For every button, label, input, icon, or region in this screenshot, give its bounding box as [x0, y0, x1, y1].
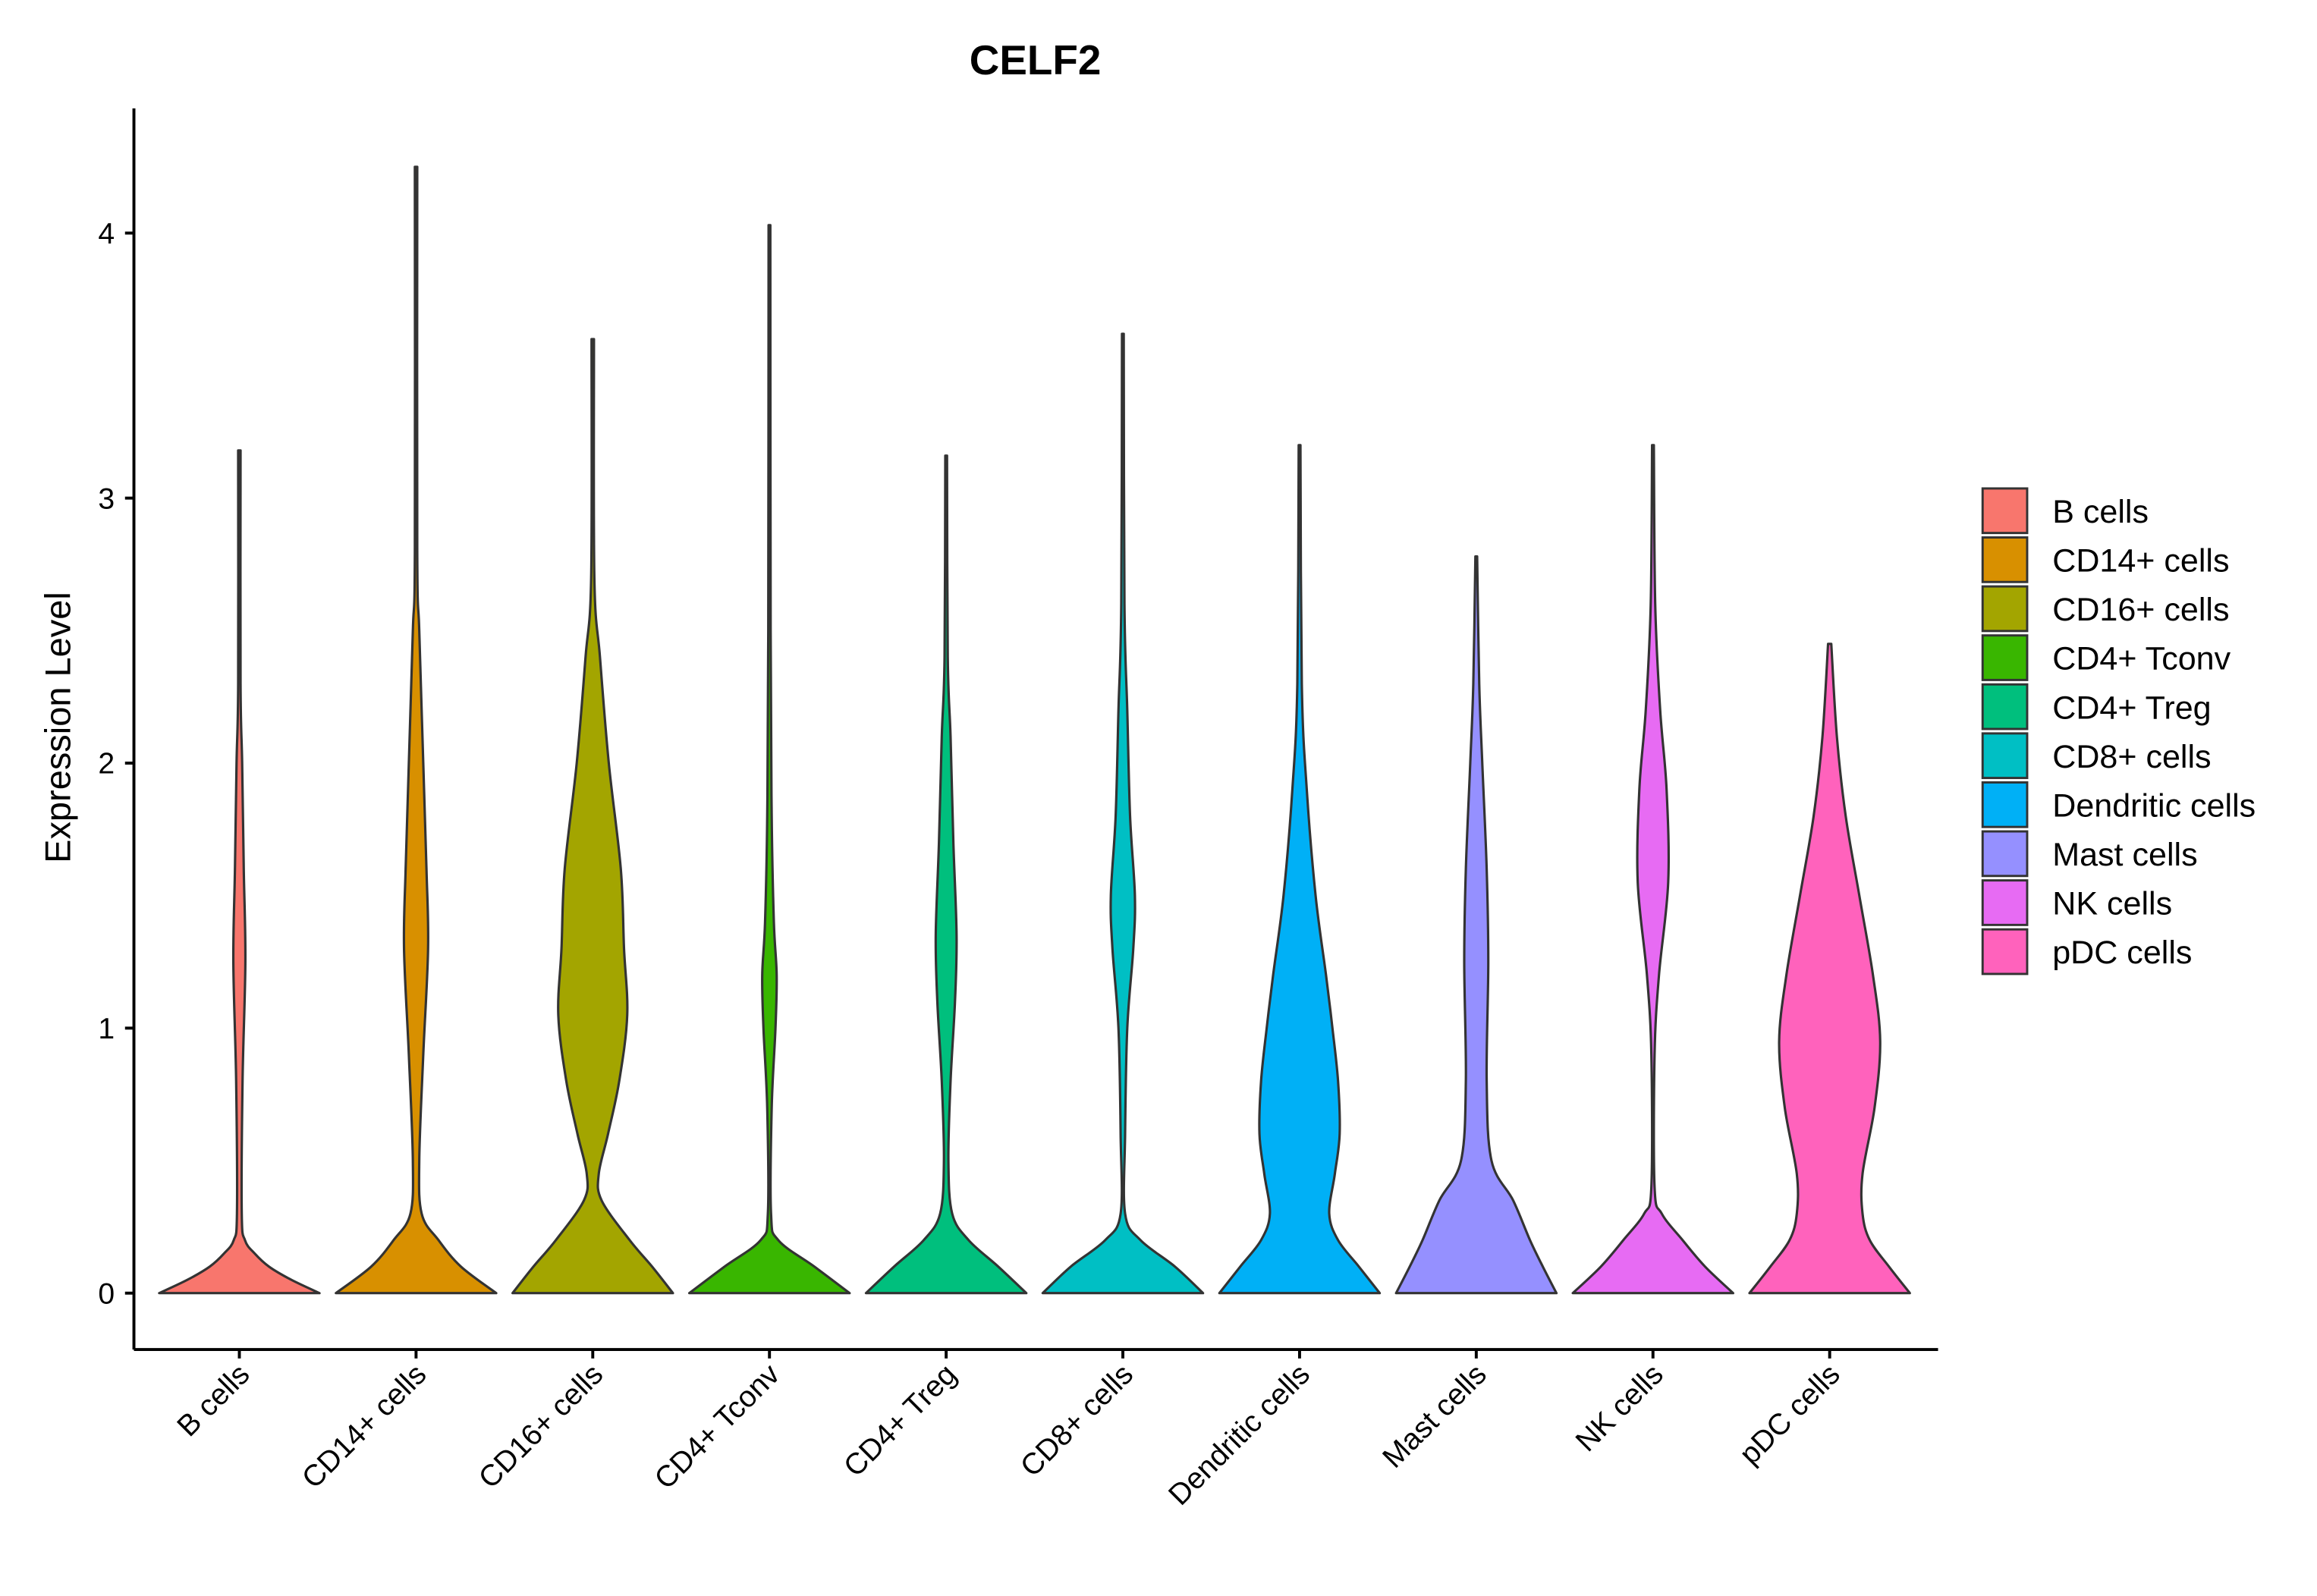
- x-tick-label: CD8+ cells: [1014, 1358, 1140, 1483]
- legend-item: B cells: [1981, 487, 2149, 535]
- legend-label: CD14+ cells: [2052, 543, 2229, 580]
- legend-label: Dendritic cells: [2052, 787, 2256, 824]
- x-tick-label: CD16+ cells: [473, 1358, 609, 1494]
- violin-cd4-treg: [864, 454, 1028, 1295]
- legend-label: CD16+ cells: [2052, 592, 2229, 628]
- x-tick-label: Mast cells: [1376, 1358, 1492, 1474]
- y-tick-label: 0: [98, 1277, 115, 1310]
- y-tick-label: 1: [98, 1013, 115, 1045]
- violin-dendritic-cells: [1218, 444, 1382, 1295]
- violin-cd4-tconv: [687, 224, 851, 1295]
- legend-key: [1981, 536, 2029, 583]
- y-tick-label: 4: [98, 218, 115, 250]
- violin-cd8-cells: [1041, 332, 1205, 1295]
- violin-mast-cells: [1394, 555, 1558, 1295]
- x-tick-label: NK cells: [1570, 1358, 1670, 1458]
- legend-item: CD14+ cells: [1981, 536, 2230, 583]
- legend-key: [1981, 781, 2029, 828]
- y-axis-label: Expression Level: [37, 592, 77, 863]
- violin-pdc-cells: [1748, 642, 1911, 1295]
- legend-label: pDC cells: [2052, 935, 2192, 971]
- violins: [158, 165, 1911, 1295]
- x-tick-label: CD4+ Tconv: [649, 1358, 787, 1496]
- legend: B cells CD14+ cells CD16+ cells CD4+ Tconv C…: [1981, 487, 2256, 976]
- legend-item: Mast cells: [1981, 830, 2198, 878]
- legend-label: CD8+ cells: [2052, 739, 2211, 775]
- legend-item: Dendritic cells: [1981, 781, 2256, 828]
- legend-label: B cells: [2052, 494, 2149, 530]
- legend-item: CD16+ cells: [1981, 585, 2230, 633]
- legend-item: CD8+ cells: [1981, 732, 2212, 780]
- legend-key: [1981, 487, 2029, 535]
- legend-key: [1981, 928, 2029, 976]
- violin-b-cells: [158, 449, 321, 1295]
- legend-key: [1981, 879, 2029, 926]
- legend-key: [1981, 585, 2029, 633]
- chart-title: CELF2: [970, 36, 1102, 83]
- x-tick-label: B cells: [171, 1358, 256, 1443]
- legend-key: [1981, 683, 2029, 730]
- legend-item: CD4+ Treg: [1981, 683, 2212, 730]
- legend-key: [1981, 634, 2029, 681]
- legend-label: CD4+ Treg: [2052, 690, 2211, 726]
- legend-key: [1981, 830, 2029, 878]
- y-tick-label: 2: [98, 748, 115, 781]
- violin-cd16-cells: [511, 338, 674, 1295]
- violin-cd14-cells: [335, 165, 498, 1295]
- legend-key: [1981, 732, 2029, 780]
- violin-nk-cells: [1571, 444, 1735, 1295]
- x-tick-label: CD4+ Treg: [838, 1358, 963, 1483]
- legend-label: CD4+ Tconv: [2052, 641, 2231, 677]
- legend-item: NK cells: [1981, 879, 2172, 926]
- y-tick-label: 3: [98, 482, 115, 515]
- x-tick-label: CD14+ cells: [296, 1358, 432, 1494]
- legend-item: CD4+ Tconv: [1981, 634, 2231, 681]
- legend-label: NK cells: [2052, 886, 2172, 922]
- x-tick-label: pDC cells: [1734, 1358, 1847, 1471]
- legend-item: pDC cells: [1981, 928, 2192, 976]
- x-tick-label: Dendritic cells: [1162, 1358, 1316, 1512]
- legend-label: Mast cells: [2052, 837, 2197, 873]
